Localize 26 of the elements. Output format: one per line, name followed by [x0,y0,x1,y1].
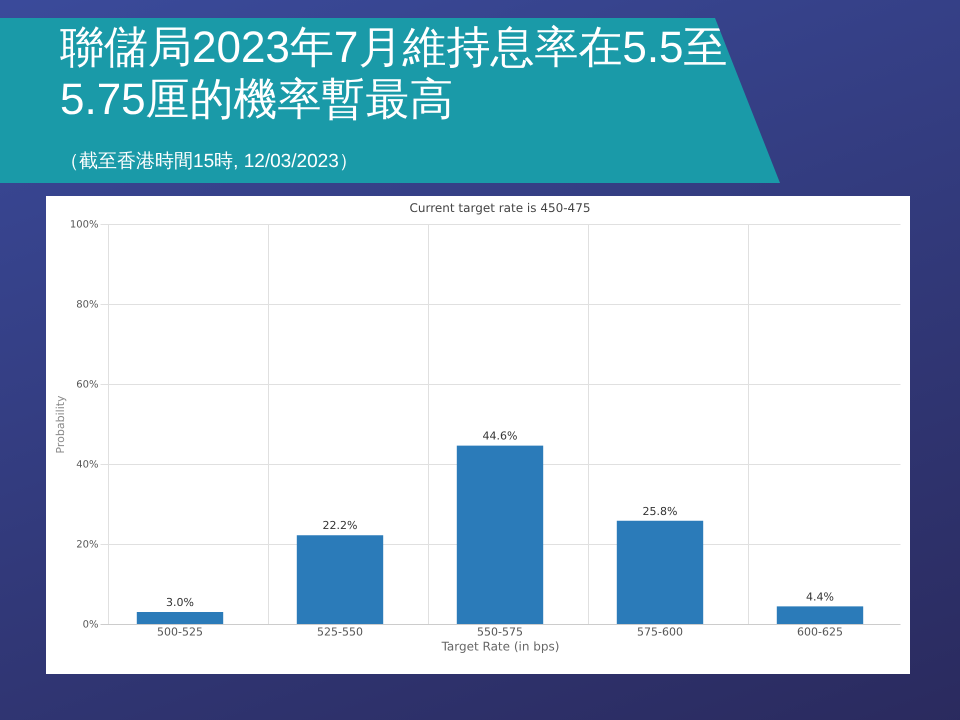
bar [456,446,544,624]
data-label: 22.2% [322,519,358,532]
bar [136,612,224,624]
bar [296,535,384,624]
y-tick-label: 40% [76,460,98,470]
data-label: 25.8% [642,504,678,518]
y-tick-label: 80% [76,300,98,310]
bar [616,520,704,624]
bar [776,606,864,624]
y-tick-label: 20% [76,540,98,550]
chart-subtitle: （截至香港時間15時, 12/03/2023） [60,150,358,174]
chart-title: 聯儲局2023年7月維持息率在5.5至5.75厘的機率暫最高 [60,22,729,126]
text: Current target rate is 450-475 [410,201,590,215]
x-tick-label: 550-575 [477,626,523,638]
x-tick-label: 500-525 [157,626,203,638]
data-label: 4.4% [806,590,834,604]
y-tick-label: 100% [70,220,98,230]
x-tick-label: 525-550 [317,626,363,638]
y-axis-title: Probability [54,394,67,454]
data-label: 3.0% [166,596,194,609]
x-axis-title: Target Rate (in bps) [440,640,560,654]
x-tick-label: 600-625 [797,626,843,638]
data-label: 44.6% [482,430,518,443]
y-tick-label: 0% [82,620,98,630]
y-tick-label: 60% [76,380,98,390]
x-tick-label: 575-600 [637,626,683,638]
